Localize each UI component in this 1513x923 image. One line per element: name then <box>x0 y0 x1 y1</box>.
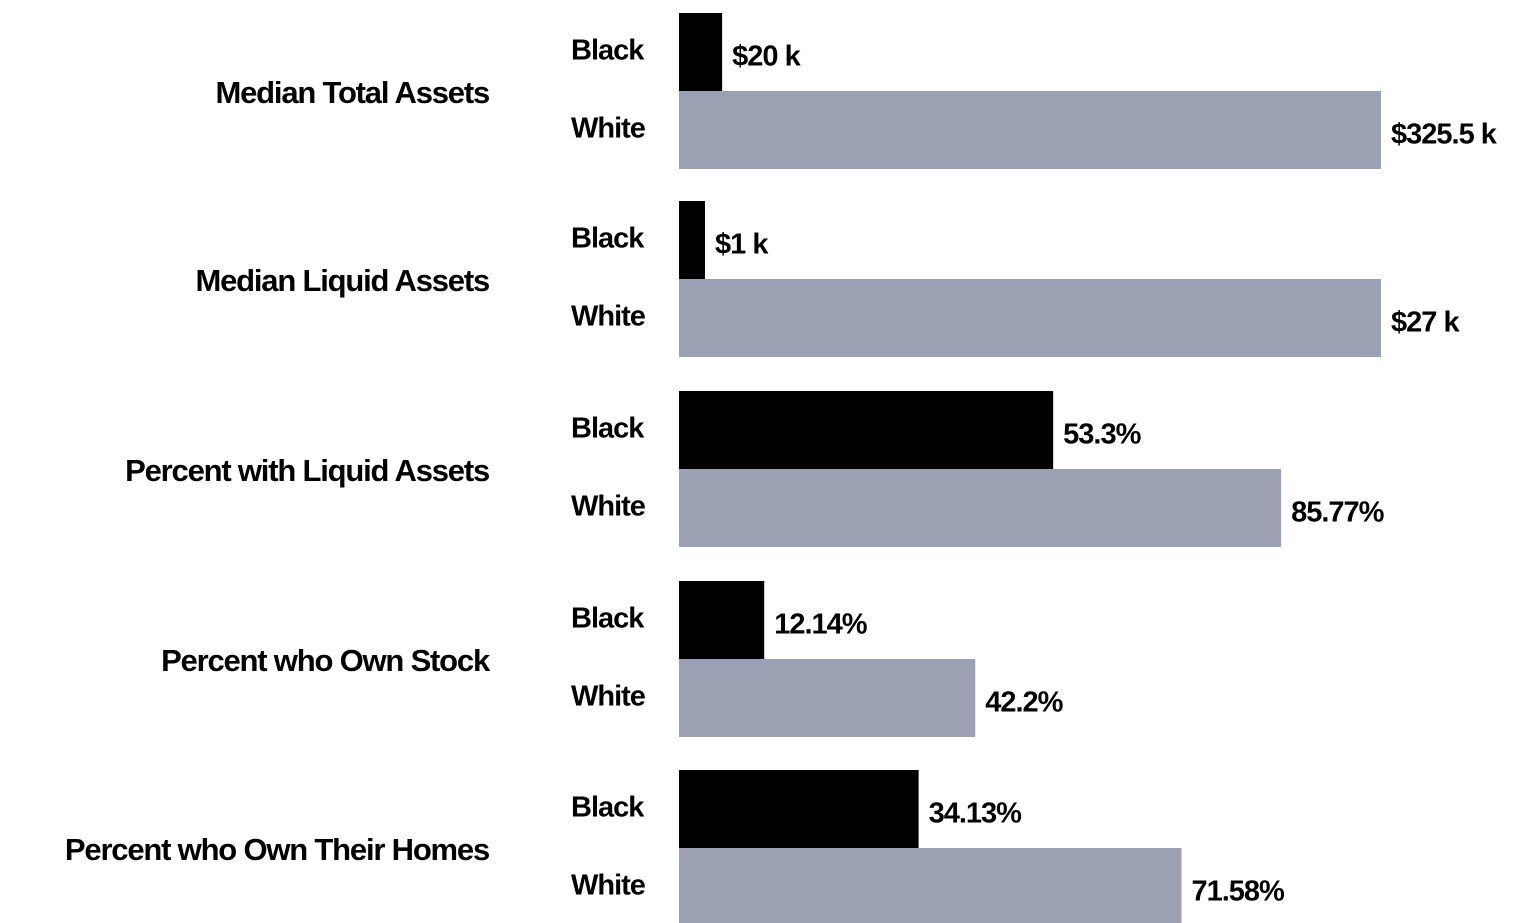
bar <box>679 279 1381 357</box>
bar <box>679 659 976 737</box>
bar <box>679 91 1381 169</box>
group-title: Percent with Liquid Assets <box>125 453 489 488</box>
group-title: Percent who Own Their Homes <box>65 832 489 867</box>
group-title: Median Liquid Assets <box>195 263 489 298</box>
group-title: Percent who Own Stock <box>161 643 491 678</box>
bar <box>679 848 1182 923</box>
bar <box>679 581 765 659</box>
value-label: 34.13% <box>929 798 1023 830</box>
category-label: White <box>571 113 646 145</box>
group-title: Median Total Assets <box>216 75 490 110</box>
value-label: 12.14% <box>774 609 868 641</box>
value-label: 53.3% <box>1063 419 1141 451</box>
value-label: $1 k <box>715 229 769 261</box>
value-label: 85.77% <box>1291 497 1385 529</box>
bar <box>679 201 705 279</box>
category-label: White <box>571 870 646 902</box>
category-label: Black <box>571 413 645 445</box>
category-label: Black <box>571 792 645 824</box>
value-label: $27 k <box>1391 307 1460 339</box>
bar <box>679 13 723 91</box>
category-label: Black <box>571 35 645 67</box>
category-label: Black <box>571 603 645 635</box>
bar <box>679 391 1054 469</box>
category-label: White <box>571 301 646 333</box>
category-label: Black <box>571 223 645 255</box>
value-label: $325.5 k <box>1391 119 1498 151</box>
category-label: White <box>571 681 646 713</box>
category-label: White <box>571 491 646 523</box>
value-label: 71.58% <box>1191 876 1285 908</box>
value-label: $20 k <box>732 41 801 73</box>
value-label: 42.2% <box>985 687 1063 719</box>
bar <box>679 469 1282 547</box>
bar <box>679 770 919 848</box>
